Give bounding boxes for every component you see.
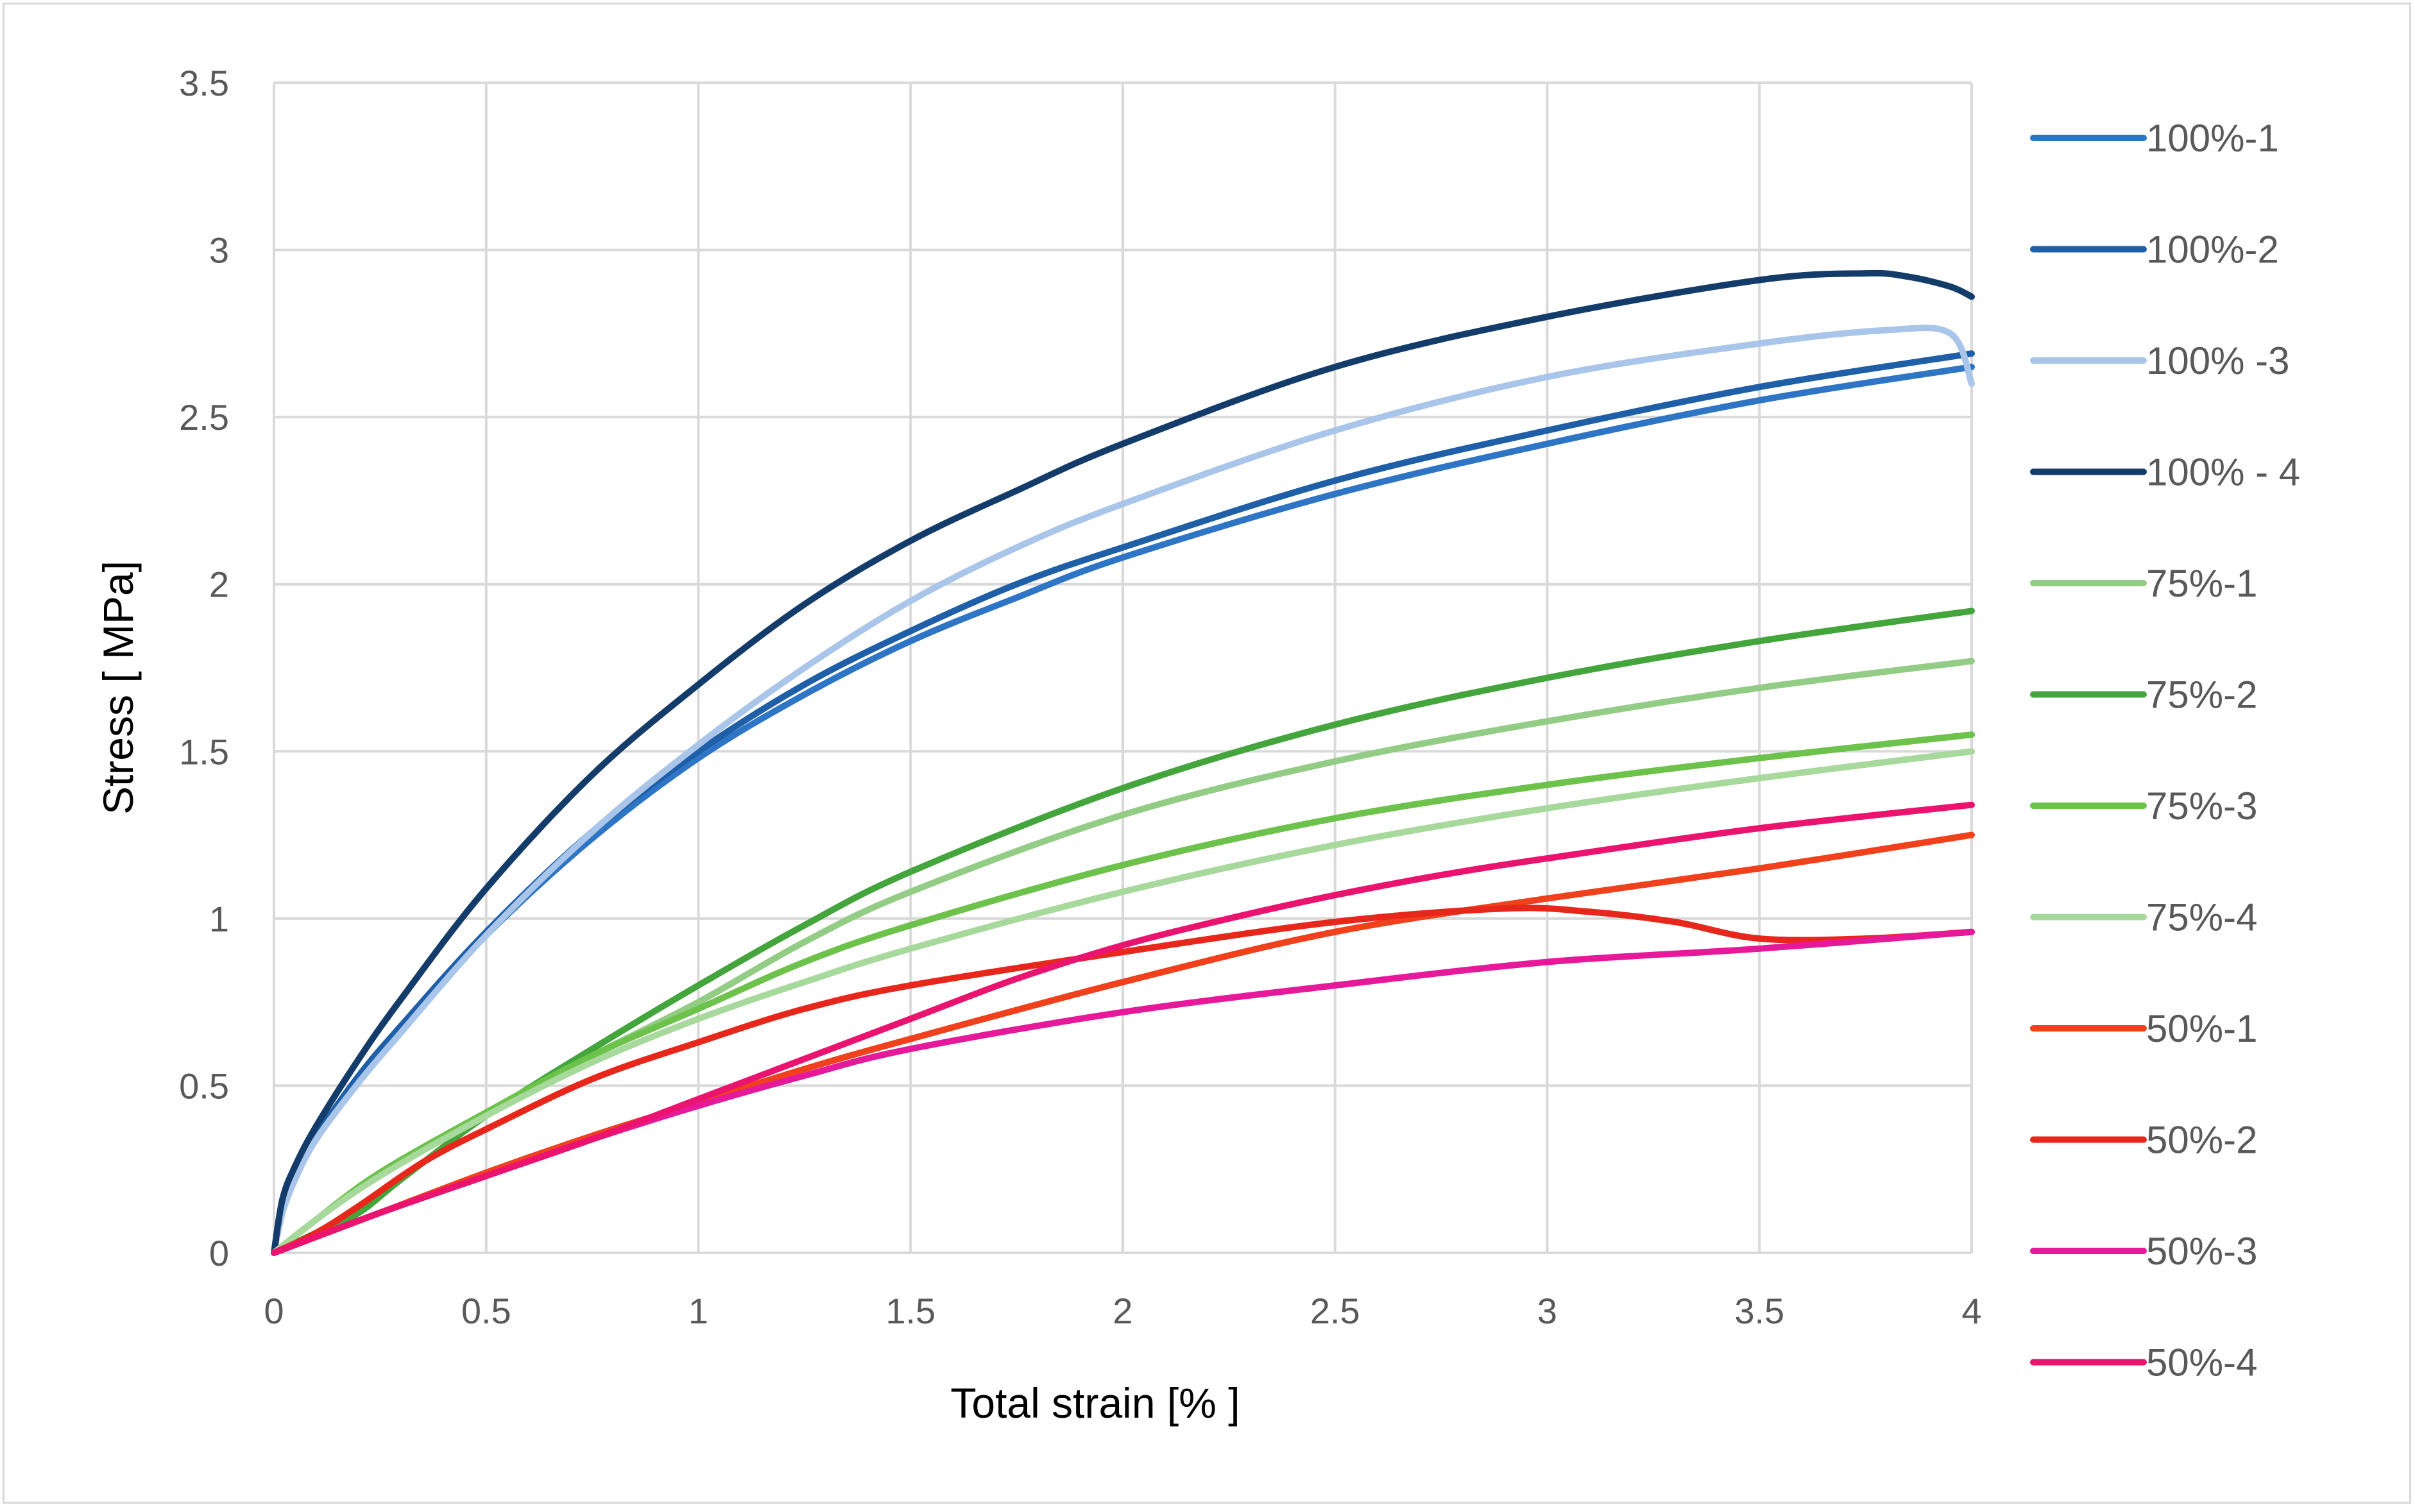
legend-label: 50%-1 — [2146, 1007, 2257, 1050]
legend-label: 100%-2 — [2146, 228, 2279, 271]
x-tick-label: 3 — [1537, 1291, 1557, 1331]
series-lines — [271, 269, 1975, 1256]
legend-label: 75%-1 — [2146, 562, 2257, 605]
series-line-1 — [271, 350, 1975, 1256]
y-tick-label: 0 — [209, 1233, 229, 1273]
y-tick-label: 1.5 — [179, 731, 229, 772]
y-tick-label: 3.5 — [179, 63, 229, 103]
series-line-9 — [271, 905, 1975, 1256]
legend-label: 100%-1 — [2146, 117, 2279, 160]
legend-label: 50%-4 — [2146, 1341, 2257, 1384]
grid — [273, 81, 1973, 1254]
series-line-3 — [271, 269, 1975, 1256]
legend-label: 75%-3 — [2146, 785, 2257, 828]
x-tick-label: 1.5 — [885, 1291, 935, 1331]
y-tick-label: 2.5 — [179, 397, 229, 437]
y-tick-label: 0.5 — [179, 1066, 229, 1106]
legend-label: 75%-2 — [2146, 674, 2257, 717]
y-tick-label: 2 — [209, 565, 229, 605]
stress-strain-chart: 0 0.5 1 1.5 2 2.5 3 3.5 4 0 0.5 1 1.5 2 2.5 3 3.5 Total … — [94, 63, 2300, 1427]
x-tick-label: 1 — [688, 1291, 708, 1331]
legend-label: 100% - 4 — [2146, 451, 2300, 494]
x-tick-label: 0 — [264, 1291, 284, 1331]
x-tick-label: 4 — [1961, 1291, 1981, 1331]
x-axis-title: Total strain [% ] — [950, 1379, 1240, 1427]
y-tick-label: 1 — [209, 899, 229, 939]
y-tick-label: 3 — [209, 230, 229, 271]
legend-label: 50%-3 — [2146, 1230, 2257, 1273]
legend-label: 100% -3 — [2146, 339, 2289, 382]
legend-label: 50%-2 — [2146, 1119, 2257, 1162]
series-line-11 — [271, 801, 1975, 1256]
legend: 100%-1 100%-2 100% -3 100% - 4 75%-1 75%-2 75%… — [2030, 117, 2300, 1384]
series-line-2 — [271, 325, 1975, 1256]
x-tick-label: 2.5 — [1310, 1291, 1360, 1331]
x-tick-label: 3.5 — [1734, 1291, 1784, 1331]
x-tick-label: 0.5 — [461, 1291, 511, 1331]
series-line-7 — [271, 748, 1975, 1256]
legend-label: 75%-4 — [2146, 896, 2257, 939]
y-axis-title: Stress [ MPa] — [94, 561, 142, 815]
tick-labels: 0 0.5 1 1.5 2 2.5 3 3.5 4 0 0.5 1 1.5 2 2.5 3 3.5 — [179, 63, 1981, 1331]
chart-frame: 0 0.5 1 1.5 2 2.5 3 3.5 4 0 0.5 1 1.5 2 2.5 3 3.5 Total … — [3, 3, 2411, 1504]
x-tick-label: 2 — [1113, 1291, 1132, 1331]
